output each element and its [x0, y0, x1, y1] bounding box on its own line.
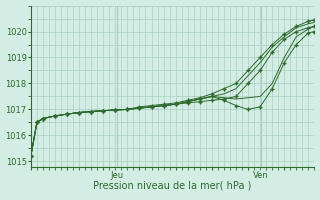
Text: Ven: Ven [253, 171, 268, 180]
Text: Jeu: Jeu [111, 171, 124, 180]
X-axis label: Pression niveau de la mer( hPa ): Pression niveau de la mer( hPa ) [93, 180, 252, 190]
